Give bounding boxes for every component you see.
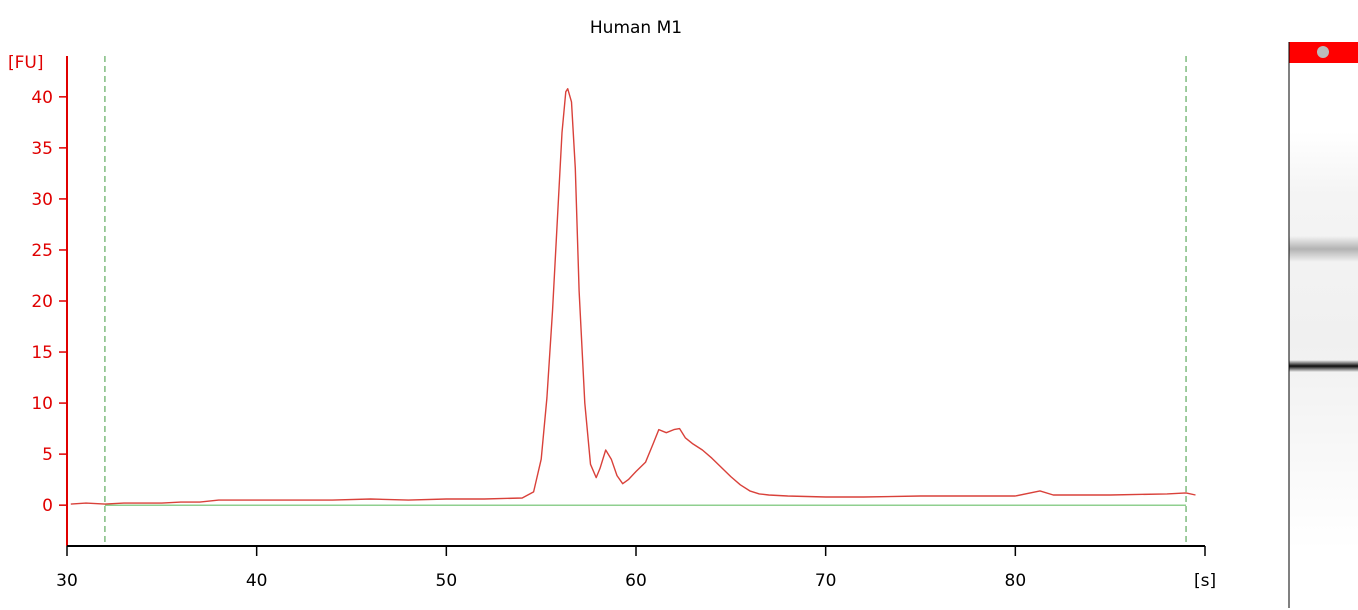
fluorescence-trace: [70, 87, 1196, 505]
gel-band: [1289, 360, 1358, 373]
y-tick-label: 10: [31, 394, 53, 414]
marker-lines: [104, 56, 1187, 546]
y-tick-label: 25: [31, 241, 53, 261]
chart-title: Human M1: [590, 18, 682, 38]
x-tick-label: 70: [815, 571, 837, 591]
y-tick-label: 30: [31, 190, 53, 210]
x-tick-label: 40: [246, 571, 268, 591]
x-tick-label: 60: [625, 571, 647, 591]
x-axis-ticks: 30 40 50 60 70 80: [56, 546, 1206, 591]
y-tick-label: 35: [31, 139, 53, 159]
gel-lane-background: [1289, 132, 1358, 550]
y-tick-label: 5: [42, 445, 53, 465]
y-tick-label: 0: [42, 496, 53, 516]
gel-band: [1289, 236, 1358, 263]
y-axis-ticks: 0 5 10 15 20 25 30 35 40: [31, 88, 67, 516]
y-tick-label: 40: [31, 88, 53, 108]
gel-lane-image: [1288, 42, 1358, 608]
y-tick-label: 20: [31, 292, 53, 312]
x-tick-label: 30: [56, 571, 78, 591]
x-tick-label: 80: [1005, 571, 1027, 591]
y-axis-label: [FU]: [8, 53, 44, 73]
x-tick-label: 50: [436, 571, 458, 591]
gel-lane-marker-dot: [1317, 46, 1329, 58]
y-tick-label: 15: [31, 343, 53, 363]
x-axis-label: [s]: [1194, 571, 1216, 591]
